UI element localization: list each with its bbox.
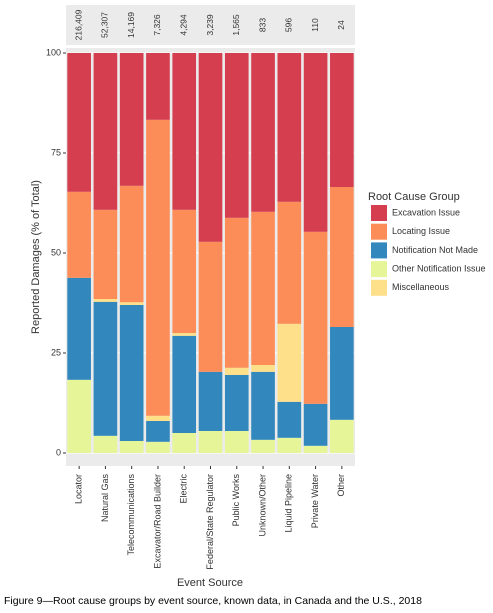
legend-swatch — [371, 205, 387, 221]
bar-segment — [67, 191, 91, 278]
bar-segment — [146, 441, 170, 453]
x-tick-label: Telecommunications — [126, 474, 136, 556]
y-tick-label: 50 — [51, 247, 61, 257]
y-tick-label: 100 — [46, 47, 61, 57]
count-label: 596 — [284, 18, 294, 32]
bar-segment — [251, 53, 275, 212]
bar-segment — [67, 53, 91, 192]
x-tick-label: Liquid Pipeline — [284, 474, 294, 533]
count-label: 833 — [257, 18, 267, 32]
legend-label: Excavation Issue — [392, 207, 460, 217]
bar-segment — [224, 431, 249, 453]
legend-label: Locating Issue — [392, 226, 450, 236]
legend-swatch — [371, 261, 387, 278]
bar-segment — [172, 53, 197, 210]
bar-segment — [172, 335, 197, 433]
legend-label: Other Notification Issue — [392, 263, 486, 273]
bar-segment — [330, 187, 354, 327]
bar-segment — [303, 403, 328, 446]
count-label: 216,409 — [73, 9, 83, 40]
caption: Figure 9—Root cause groups by event sour… — [4, 595, 422, 607]
count-label: 7,326 — [152, 14, 162, 36]
bar-segment — [198, 53, 223, 242]
x-axis-title: Event Source — [177, 577, 243, 589]
bar-segment — [251, 439, 275, 453]
bar-segment — [303, 231, 328, 404]
x-tick-label: Electric — [179, 474, 189, 504]
bar-segment — [277, 401, 302, 438]
bar-segment — [303, 53, 328, 232]
x-tick-label: Natural Gas — [100, 474, 110, 523]
bar-segment — [119, 441, 144, 453]
bar-segment — [172, 433, 197, 453]
bar-segment — [146, 53, 170, 120]
count-label: 24 — [336, 20, 346, 30]
bar-segment — [277, 201, 302, 324]
x-tick-label: Private Water — [310, 474, 320, 528]
count-strip — [66, 5, 355, 45]
count-label: 4,294 — [178, 14, 188, 36]
x-tick-label: Public Works — [231, 474, 241, 527]
bar-segment — [146, 415, 170, 421]
x-tick-label: Unknown/Other — [257, 474, 267, 537]
bar-segment — [119, 185, 144, 303]
bar-segment — [277, 53, 302, 202]
bar-segment — [224, 375, 249, 431]
count-label: 52,307 — [100, 12, 110, 38]
bar-segment — [198, 371, 223, 431]
bar-segment — [119, 302, 144, 305]
y-axis-title: Reported Damages (% of Total) — [30, 180, 42, 334]
bar-segment — [93, 299, 118, 302]
legend-label: Notification Not Made — [392, 245, 478, 255]
bar-segment — [224, 53, 249, 218]
bar-segment — [119, 305, 144, 441]
bar-segment — [198, 431, 223, 453]
bar-segment — [303, 445, 328, 453]
x-tick-label: Federal/State Regulator — [205, 474, 215, 570]
bar-segment — [93, 53, 118, 210]
count-label: 1,565 — [231, 14, 241, 36]
bar-segment — [93, 209, 118, 299]
bar-segment — [330, 53, 354, 187]
bar-segment — [172, 209, 197, 333]
legend-swatch — [371, 223, 387, 240]
bar-segment — [330, 327, 354, 420]
bar-segment — [172, 333, 197, 336]
bar-segment — [93, 435, 118, 453]
bar-segment — [251, 371, 275, 440]
count-label: 110 — [310, 18, 320, 32]
bar-segment — [93, 301, 118, 436]
count-label: 14,169 — [126, 12, 136, 38]
bar-segment — [198, 241, 223, 372]
bar-segment — [277, 437, 302, 453]
bar-segment — [251, 365, 275, 372]
y-tick-label: 25 — [51, 347, 61, 357]
bar-segment — [146, 421, 170, 442]
bar-segment — [330, 419, 354, 453]
bar-segment — [146, 119, 170, 416]
legend-swatch — [371, 242, 387, 259]
bar-segment — [277, 323, 302, 402]
x-tick-label: Locator — [74, 474, 84, 504]
count-label: 3,239 — [205, 14, 215, 36]
legend-label: Miscellaneous — [392, 282, 450, 292]
bar-segment — [224, 217, 249, 368]
x-tick-label: Other — [336, 474, 346, 497]
bar-segment — [67, 277, 91, 380]
bar-segment — [251, 211, 275, 365]
bar-segment — [119, 53, 144, 186]
y-tick-label: 75 — [51, 147, 61, 157]
legend-title: Root Cause Group — [368, 191, 460, 203]
y-tick-label: 0 — [56, 447, 61, 457]
bar-segment — [67, 379, 91, 453]
bar-segment — [224, 367, 249, 375]
legend-swatch — [371, 279, 387, 296]
x-tick-label: Excavator/Road Builder — [152, 474, 162, 569]
